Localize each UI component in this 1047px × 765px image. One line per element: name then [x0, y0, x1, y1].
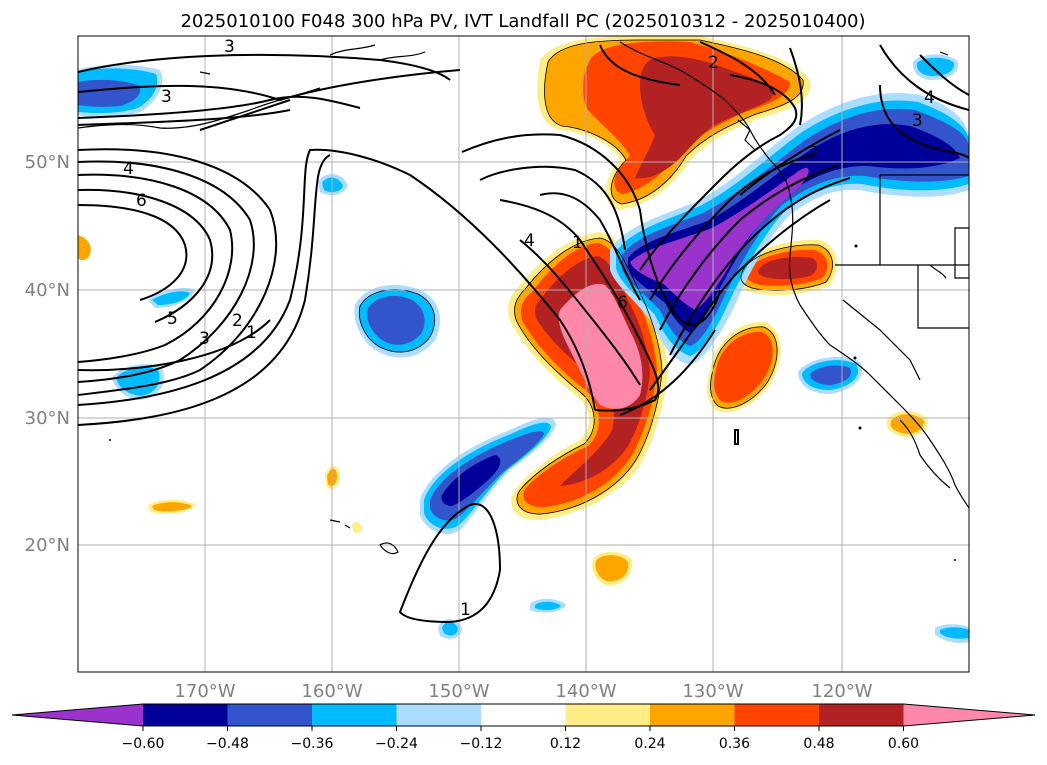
longitude-tick-label: 170°W: [174, 681, 235, 702]
coastlines: [78, 41, 969, 555]
colorbar-tick-label: 0.60: [888, 736, 919, 752]
map-plot-area: 3 3 2 4 6 5 3 2 1 1 4 1 6 2 4 3: [78, 36, 969, 672]
colorbar-tick-label: −0.48: [206, 736, 249, 752]
island-marks: [109, 244, 956, 561]
latitude-tick-label: 30°N: [25, 408, 70, 429]
contour-label: 5: [167, 309, 178, 329]
contour-label: 1: [572, 233, 583, 253]
colorbar-tick-label: −0.60: [122, 736, 165, 752]
colorbar-segment: [819, 704, 904, 726]
latitude-tick-label: 20°N: [25, 535, 70, 556]
contour-label: 2: [808, 143, 819, 163]
contour-label: 4: [524, 231, 535, 251]
longitude-ticks: 170°W 160°W 150°W 140°W 130°W 120°W: [174, 681, 872, 702]
contour-label: 1: [460, 600, 471, 620]
map-frame: [77, 35, 970, 673]
negative-anomaly-shading: [78, 54, 969, 643]
colorbar-segment: [396, 704, 482, 726]
colorbar-segment: [650, 704, 735, 726]
map-title: 2025010100 F048 300 hPa PV, IVT Landfall…: [180, 11, 865, 32]
colorbar-segment: [903, 704, 1035, 726]
contour-label: 2: [232, 311, 243, 331]
contour-label: 3: [161, 87, 172, 107]
colorbar-tick-label: −0.24: [375, 736, 418, 752]
colorbar-segment: [481, 704, 566, 726]
contour-label: 6: [617, 293, 628, 313]
colorbar-segment: [312, 704, 397, 726]
longitude-tick-label: 160°W: [301, 681, 362, 702]
contour-label: 3: [912, 111, 923, 131]
colorbar-segment: [12, 704, 143, 726]
longitude-tick-label: 140°W: [555, 681, 616, 702]
latitude-tick-label: 50°N: [25, 152, 70, 173]
longitude-tick-label: 150°W: [428, 681, 489, 702]
colorbar-segment: [565, 704, 651, 726]
pv-contours: [78, 41, 969, 624]
longitude-tick-label: 130°W: [682, 681, 743, 702]
contour-label: 3: [224, 37, 235, 57]
contour-label: 6: [136, 191, 147, 211]
colorbar-segment: [143, 704, 228, 726]
colorbar-segment: [227, 704, 313, 726]
contour-labels: 3 3 2 4 6 5 3 2 1 1 4 1 6 2 4 3: [123, 37, 935, 620]
contour-label: 3: [199, 329, 210, 349]
contour-label: 1: [246, 323, 257, 343]
colorbar-tick-label: −0.36: [291, 736, 334, 752]
colorbar-tick-label: 0.36: [719, 736, 750, 752]
contour-label: 4: [924, 88, 935, 108]
colorbar-tick-label: 0.48: [803, 736, 834, 752]
colorbar-tick-label: −0.12: [460, 736, 503, 752]
latitude-tick-label: 40°N: [25, 280, 70, 301]
colorbar: −0.60 −0.48 −0.36 −0.24 −0.12 0.12 0.24 0.36 0.4…: [11, 703, 1036, 752]
contour-label: 2: [708, 53, 719, 73]
gridlines: [78, 36, 969, 672]
contour-label: 4: [123, 159, 134, 179]
latitude-ticks: 50°N 40°N 30°N 20°N: [25, 152, 70, 556]
longitude-tick-label: 120°W: [811, 681, 872, 702]
colorbar-segment: [734, 704, 820, 726]
colorbar-tick-label: 0.24: [634, 736, 665, 752]
colorbar-tick-label: 0.12: [550, 736, 581, 752]
